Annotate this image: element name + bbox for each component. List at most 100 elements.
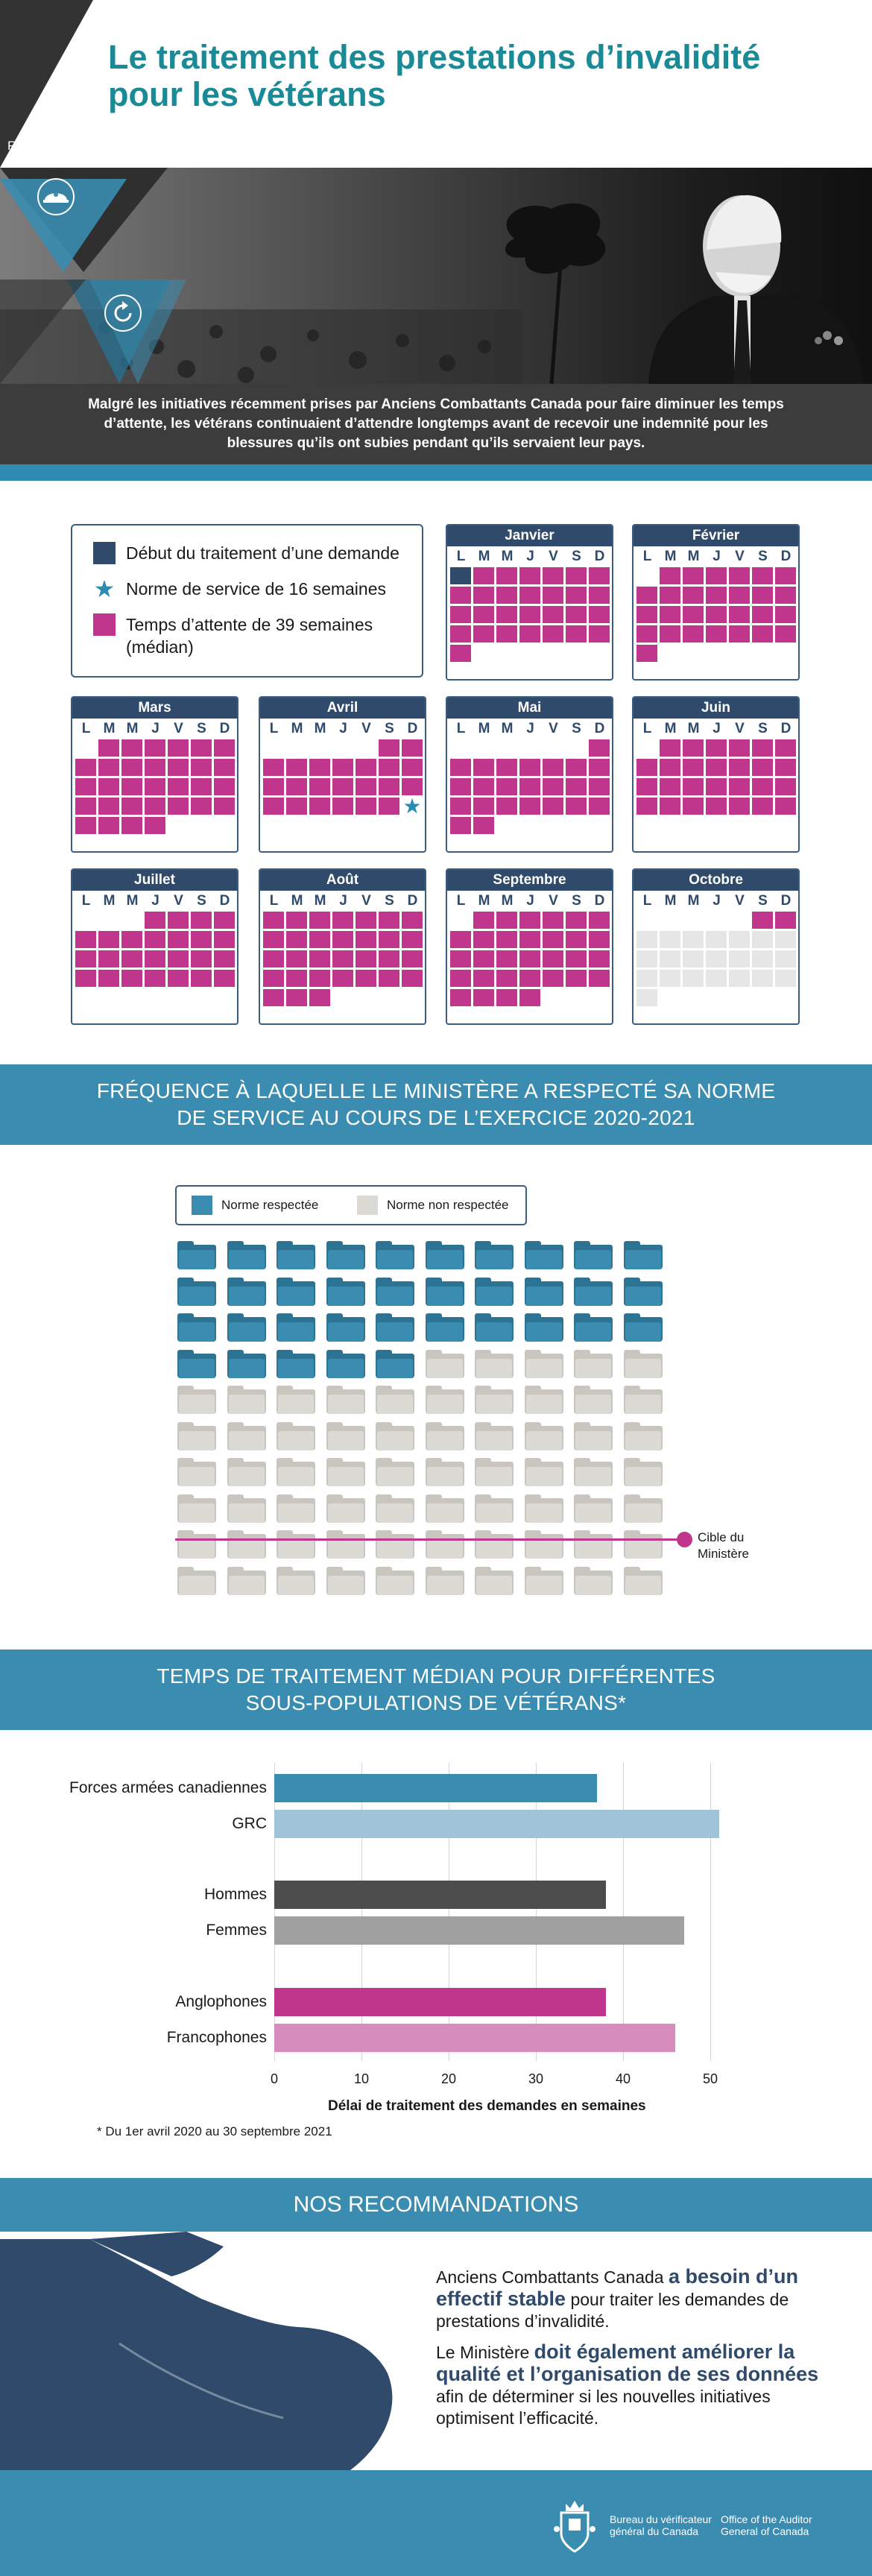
wait-day-cell (75, 931, 96, 948)
bar (274, 1774, 597, 1802)
wait-day-cell (636, 798, 657, 815)
weekday-label: M (501, 721, 514, 736)
wait-day-cell (660, 759, 680, 776)
weekday-label: S (572, 549, 581, 564)
wait-day-cell (566, 625, 587, 643)
wait-day-cell (775, 759, 796, 776)
wait-day-cell (683, 567, 704, 584)
bar-category-label: Francophones (166, 2029, 267, 2046)
saluting-silhouette (0, 2232, 393, 2470)
wait-day-cell (214, 798, 235, 815)
folder-unmet-icon (623, 1494, 663, 1523)
folder-unmet-icon (376, 1566, 414, 1595)
wait-day-cell (214, 759, 235, 776)
wait-day-cell (98, 798, 119, 815)
star-icon: ★ (93, 575, 116, 602)
folder-unmet-icon (376, 1530, 414, 1559)
wait-day-cell (543, 798, 563, 815)
folder-unmet-icon (425, 1421, 464, 1450)
wait-day-cell (402, 931, 423, 948)
month-name: Octobre (634, 870, 798, 891)
wait-day-cell (450, 778, 471, 795)
weekday-label: J (713, 721, 721, 736)
weekday-label: S (197, 721, 206, 736)
wait-day-cell (752, 739, 773, 757)
wait-day-cell (566, 950, 587, 967)
wait-day-cell (286, 759, 307, 776)
wait-day-cell (660, 798, 680, 815)
folder-met-icon (425, 1277, 464, 1306)
weekday-label: J (526, 721, 534, 736)
wait-day-cell (263, 912, 284, 929)
x-tick-label: 40 (615, 2071, 631, 2086)
wait-day-cell (589, 625, 610, 643)
day-cells (450, 567, 612, 679)
folder-unmet-icon (326, 1386, 365, 1414)
empty-day-cell (775, 950, 796, 967)
wait-day-cell (379, 798, 399, 815)
day-cells (450, 739, 612, 851)
folder-unmet-icon (177, 1421, 216, 1450)
wait-day-cell (168, 778, 189, 795)
wait-day-cell (566, 778, 587, 795)
empty-day-cell (636, 989, 657, 1006)
wait-day-cell (496, 970, 517, 987)
wait-day-cell (98, 739, 119, 757)
wait-day-cell (589, 587, 610, 604)
weekday-label: D (780, 721, 792, 736)
banner-line-1: FRÉQUENCE À LAQUELLE LE MINISTÈRE A RESP… (96, 1079, 776, 1102)
weekday-label: M (314, 893, 326, 909)
helmet-icon (37, 178, 75, 215)
bar-category-label: Forces armées canadiennes (69, 1779, 267, 1796)
folder-met-icon (326, 1241, 365, 1269)
folder-met-icon (623, 1277, 663, 1306)
wait-day-cell (473, 912, 494, 929)
wait-day-cell (660, 606, 680, 623)
weekday-label: L (642, 721, 652, 736)
folder-unmet-icon (227, 1530, 266, 1559)
wait-day-cell (168, 970, 189, 987)
wait-day-cell (286, 912, 307, 929)
wait-day-cell (121, 970, 142, 987)
wait-day-cell (286, 931, 307, 948)
wait-day-cell (589, 739, 610, 757)
wait-day-cell (75, 817, 96, 834)
wait-day-cell (519, 567, 540, 584)
folder-unmet-icon (475, 1566, 514, 1595)
wait-day-cell (706, 625, 727, 643)
folder-met-icon (524, 1313, 563, 1342)
folder-unmet-icon (227, 1494, 266, 1523)
folder-met-icon (177, 1241, 216, 1269)
wait-day-cell (706, 587, 727, 604)
weekday-label: S (758, 721, 768, 736)
empty-day-cell (660, 931, 680, 948)
wait-day-cell (145, 970, 165, 987)
folder-unmet-icon (277, 1386, 315, 1414)
wait-day-cell (332, 950, 353, 967)
folder-unmet-icon (574, 1530, 613, 1559)
wait-day-cell (98, 970, 119, 987)
wait-day-cell (683, 606, 704, 623)
wait-day-cell (496, 587, 517, 604)
wait-day-cell (519, 912, 540, 929)
crest-icon (554, 2501, 595, 2553)
banner-line-2: SOUS-POPULATIONS DE VÉTÉRANS* (245, 1691, 627, 1714)
weekday-label: M (478, 549, 490, 564)
folder-legend: Norme respectée Norme non respectée (175, 1185, 527, 1225)
wait-day-cell (775, 587, 796, 604)
x-tick-label: 20 (440, 2071, 457, 2086)
wait-day-cell (356, 798, 376, 815)
wait-day-cell (379, 778, 399, 795)
legend-start-label: Début du traitement d’une demande (126, 543, 399, 563)
folder-unmet-icon (475, 1421, 514, 1450)
wait-day-cell (496, 950, 517, 967)
wait-day-cell (263, 759, 284, 776)
empty-day-cell (706, 950, 727, 967)
weekday-label: J (151, 721, 159, 736)
wait-day-cell (332, 778, 353, 795)
wait-day-cell (379, 970, 399, 987)
wait-day-cell (75, 798, 96, 815)
wait-day-cell (121, 798, 142, 815)
